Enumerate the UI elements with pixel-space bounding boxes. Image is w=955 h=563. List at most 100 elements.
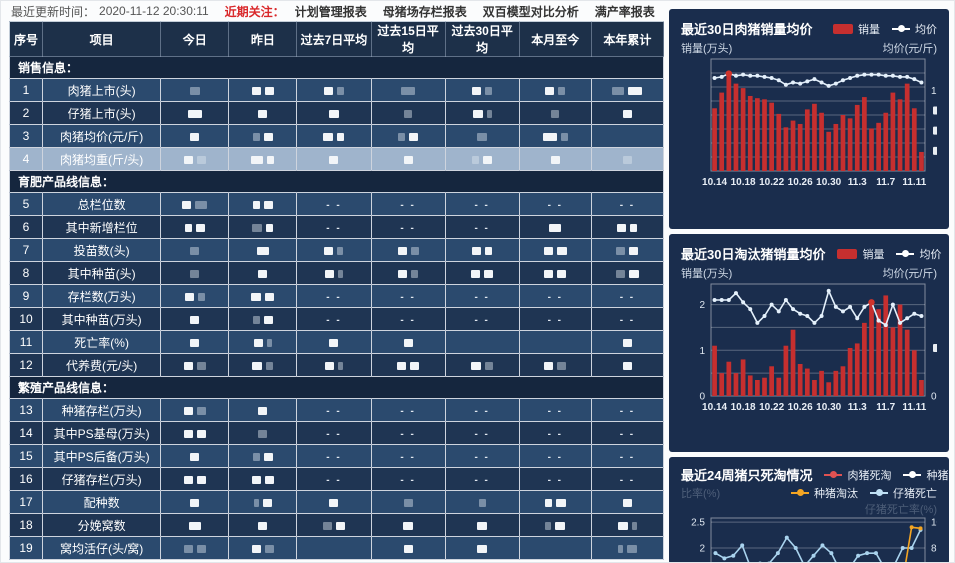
line-point[interactable] <box>855 316 860 321</box>
line-point[interactable] <box>733 73 738 78</box>
line-point[interactable] <box>819 80 824 85</box>
line-point[interactable] <box>869 72 874 77</box>
bar[interactable] <box>812 103 817 171</box>
table-row[interactable]: 5 总栏位数 - - - - - - - - - - <box>8 192 665 216</box>
table-row[interactable]: 4 肉猪均重(斤/头) <box>8 147 665 171</box>
bar[interactable] <box>904 329 910 396</box>
bar[interactable] <box>783 127 789 171</box>
table-row[interactable]: 8 其中种苗(头) <box>8 261 665 285</box>
bar[interactable] <box>740 359 746 396</box>
line-point[interactable] <box>848 304 853 309</box>
bar[interactable] <box>762 99 767 171</box>
line-point[interactable] <box>748 73 753 78</box>
bar[interactable] <box>847 348 853 396</box>
line-point[interactable] <box>741 72 746 77</box>
bar[interactable] <box>804 368 810 396</box>
bar[interactable] <box>776 377 782 396</box>
bar[interactable] <box>755 380 760 396</box>
line-point[interactable] <box>826 288 831 293</box>
bar[interactable] <box>776 113 782 171</box>
bar[interactable] <box>883 295 889 396</box>
table-row[interactable]: 13 种猪存栏(万头) - - - - - - - - - - <box>8 398 665 422</box>
table-row[interactable]: 14 其中PS基母(万头) - - - - - - - - - - <box>8 421 665 445</box>
line-point[interactable] <box>918 526 923 531</box>
line-point[interactable] <box>776 78 781 83</box>
line-point[interactable] <box>862 304 867 309</box>
line-point[interactable] <box>805 314 810 318</box>
line-point[interactable] <box>898 74 903 79</box>
line-point[interactable] <box>726 298 731 302</box>
table-row[interactable]: 15 其中PS后备(万头) - - - - - - - - - - <box>8 444 665 468</box>
table-row[interactable]: 10 其中种苗(万头) - - - - - - - - - - <box>8 307 665 331</box>
line-point[interactable] <box>811 553 816 558</box>
line-point[interactable] <box>798 81 803 86</box>
bar[interactable] <box>826 131 832 171</box>
bar[interactable] <box>876 122 881 171</box>
bar[interactable] <box>911 108 917 171</box>
line-point[interactable] <box>791 80 796 85</box>
bar[interactable] <box>797 364 803 396</box>
bar[interactable] <box>769 366 774 396</box>
line-point[interactable] <box>740 543 745 548</box>
line-point[interactable] <box>722 556 727 561</box>
table-row[interactable]: 9 存栏数(万头) - - - - - - - - - - <box>8 284 665 308</box>
table-row[interactable]: 1 肉猪上市(头) <box>8 78 665 102</box>
line-point[interactable] <box>819 314 824 318</box>
bar[interactable] <box>862 97 867 171</box>
line-point[interactable] <box>826 83 831 88</box>
bar[interactable] <box>826 382 832 396</box>
line-point[interactable] <box>876 318 881 323</box>
line-point[interactable] <box>731 553 736 558</box>
bar[interactable] <box>790 120 796 171</box>
line-point[interactable] <box>912 77 917 82</box>
line-point[interactable] <box>873 551 878 556</box>
legend-item-种猪淘汰[interactable]: 种猪淘汰 <box>791 485 858 501</box>
legend-item-肉猪死淘[interactable]: 肉猪死淘 <box>824 467 891 483</box>
line-point[interactable] <box>900 545 905 550</box>
bar[interactable] <box>890 92 896 171</box>
bar[interactable] <box>919 151 924 171</box>
line-point[interactable] <box>733 291 738 296</box>
line-point[interactable] <box>762 74 767 79</box>
topbar-link-3[interactable]: 满产率报表 <box>594 4 655 19</box>
bar[interactable] <box>904 83 910 171</box>
line-point[interactable] <box>805 79 810 84</box>
line-point[interactable] <box>909 545 914 550</box>
bar[interactable] <box>919 380 924 396</box>
line-point[interactable] <box>829 551 834 556</box>
line-point[interactable] <box>755 320 760 325</box>
line-point[interactable] <box>769 76 774 81</box>
legend-item-仔猪死亡[interactable]: 仔猪死亡 <box>870 485 937 501</box>
line-point[interactable] <box>784 535 789 540</box>
line-point[interactable] <box>890 302 895 307</box>
legend-item-销量[interactable]: 销量 <box>837 246 884 262</box>
line-point[interactable] <box>919 80 924 85</box>
line-point[interactable] <box>791 307 796 312</box>
bar[interactable] <box>883 112 889 171</box>
line-point[interactable] <box>758 561 762 563</box>
table-row[interactable]: 2 仔猪上市(头) <box>8 101 665 125</box>
topbar-link-2[interactable]: 双百模型对比分析 <box>482 4 579 19</box>
bar[interactable] <box>869 128 874 171</box>
bar[interactable] <box>819 112 824 171</box>
bar[interactable] <box>719 92 725 171</box>
bar[interactable] <box>890 327 896 396</box>
bar[interactable] <box>897 304 903 396</box>
line-point[interactable] <box>905 316 910 321</box>
bar[interactable] <box>726 361 732 396</box>
bar[interactable] <box>762 377 767 396</box>
line-point[interactable] <box>820 543 825 548</box>
line-point[interactable] <box>812 77 817 82</box>
line-point[interactable] <box>876 72 881 77</box>
line-point[interactable] <box>783 82 788 87</box>
legend-item-均价[interactable]: 均价 <box>892 21 937 37</box>
line-point[interactable] <box>912 311 917 316</box>
line-point[interactable] <box>776 309 781 314</box>
legend-item-销量[interactable]: 销量 <box>833 21 880 37</box>
line-point[interactable] <box>833 81 838 86</box>
line-point[interactable] <box>883 73 888 78</box>
line-point[interactable] <box>919 314 924 318</box>
bar[interactable] <box>797 123 803 171</box>
table-row[interactable]: 3 肉猪均价(元/斤) <box>8 124 665 148</box>
legend-item-均价[interactable]: 均价 <box>896 246 941 262</box>
